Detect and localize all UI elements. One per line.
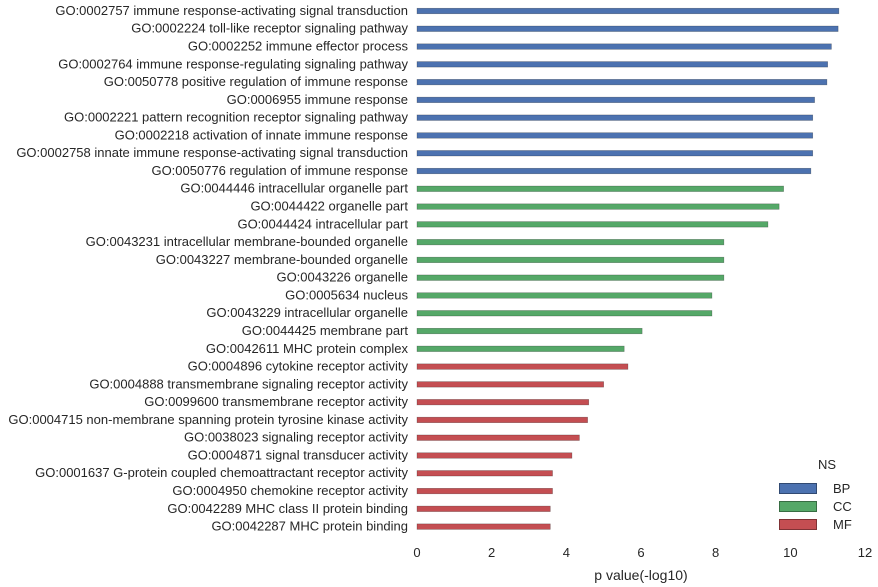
- category-label: GO:0001637 G-protein coupled chemoattrac…: [35, 465, 408, 480]
- x-tick-label: 8: [712, 545, 719, 560]
- legend-label-bp: BP: [833, 480, 851, 496]
- category-label: GO:0042611 MHC protein complex: [206, 341, 409, 356]
- category-label: GO:0006955 immune response: [227, 92, 408, 107]
- bar-cc: [416, 239, 725, 246]
- legend-swatch-bp: [779, 482, 817, 494]
- bar-bp: [416, 7, 840, 15]
- bar-bp: [416, 79, 828, 86]
- bar-bp: [416, 114, 814, 121]
- category-label: GO:0038023 signaling receptor activity: [184, 430, 409, 445]
- bar-bp: [416, 132, 814, 139]
- bar-mf: [416, 505, 551, 512]
- category-label: GO:0002757 immune response-activating si…: [55, 3, 408, 18]
- category-label: GO:0004950 chemokine receptor activity: [172, 483, 408, 498]
- bar-bp: [416, 43, 832, 50]
- bar-mf: [416, 399, 590, 406]
- bar-bp: [416, 150, 814, 157]
- x-axis-label: p value(-log10): [594, 567, 687, 583]
- bar-cc: [416, 292, 713, 299]
- category-label: GO:0042287 MHC protein binding: [211, 519, 408, 534]
- x-tick-label: 2: [488, 545, 495, 560]
- category-label: GO:0002764 immune response-regulating si…: [58, 56, 408, 71]
- bar-bp: [416, 25, 839, 32]
- bar-mf: [416, 381, 604, 388]
- category-label: GO:0005634 nucleus: [285, 287, 408, 302]
- bar-bp: [416, 167, 812, 175]
- category-label: GO:0043229 intracellular organelle: [206, 305, 408, 320]
- category-label: GO:0004715 non-membrane spanning protein…: [8, 412, 408, 427]
- bar-cc: [416, 203, 780, 210]
- bar-mf: [416, 363, 629, 370]
- bar-mf: [416, 523, 551, 530]
- category-label: GO:0042289 MHC class II protein binding: [167, 501, 408, 516]
- category-label: GO:0002758 innate immune response-activa…: [16, 145, 408, 160]
- bar-cc: [416, 310, 713, 317]
- category-label: GO:0044422 organelle part: [250, 199, 408, 214]
- x-tick-label: 6: [637, 545, 644, 560]
- bar-mf: [416, 434, 580, 441]
- bar-mf: [416, 488, 553, 495]
- legend-label-cc: CC: [833, 498, 852, 514]
- legend-label-mf: MF: [833, 516, 852, 532]
- x-tick-label: 4: [563, 545, 570, 560]
- category-label: GO:0043226 organelle: [276, 270, 408, 285]
- bar-cc: [416, 274, 725, 281]
- category-label: GO:0050776 regulation of immune response: [151, 163, 408, 178]
- bar-cc: [416, 185, 784, 192]
- category-labels: GO:0002757 immune response-activating si…: [8, 3, 408, 534]
- bar-cc: [416, 256, 725, 263]
- bar-cc: [416, 327, 643, 335]
- category-label: GO:0004896 cytokine receptor activity: [188, 359, 409, 374]
- bar-bp: [416, 61, 828, 68]
- legend-swatch-mf: [779, 518, 817, 530]
- bar-mf: [416, 416, 588, 423]
- category-label: GO:0002252 immune effector process: [188, 38, 409, 53]
- bar-mf: [416, 470, 553, 477]
- bars-layer: [416, 7, 840, 530]
- category-label: GO:0050778 positive regulation of immune…: [104, 74, 408, 89]
- category-label: GO:0002224 toll-like receptor signaling …: [131, 21, 408, 36]
- category-label: GO:0004871 signal transducer activity: [188, 447, 409, 462]
- category-label: GO:0043227 membrane-bounded organelle: [156, 252, 408, 267]
- legend-item-mf: MF: [779, 515, 871, 533]
- category-label: GO:0043231 intracellular membrane-bounde…: [86, 234, 408, 249]
- bar-cc: [416, 345, 625, 352]
- category-label: GO:0099600 transmembrane receptor activi…: [144, 394, 408, 409]
- legend-item-bp: BP: [779, 479, 871, 497]
- x-tick-label: 12: [858, 545, 872, 560]
- category-label: GO:0044425 membrane part: [242, 323, 409, 338]
- bar-mf: [416, 452, 573, 459]
- legend-swatch-cc: [779, 500, 817, 512]
- x-tick-label: 0: [413, 545, 420, 560]
- bar-bp: [416, 96, 815, 103]
- bar-cc: [416, 221, 769, 228]
- x-axis-ticks: 0 2 4 6 8 10 12: [413, 545, 872, 560]
- category-label: GO:0002221 pattern recognition receptor …: [64, 110, 408, 125]
- category-label: GO:0004888 transmembrane signaling recep…: [89, 376, 408, 391]
- legend: NS BP CC MF: [779, 457, 871, 533]
- category-label: GO:0044424 intracellular part: [237, 216, 408, 231]
- category-label: GO:0044446 intracellular organelle part: [180, 181, 408, 196]
- x-tick-label: 10: [783, 545, 797, 560]
- legend-item-cc: CC: [779, 497, 871, 515]
- legend-title: NS: [817, 457, 837, 472]
- category-label: GO:0002218 activation of innate immune r…: [115, 127, 408, 142]
